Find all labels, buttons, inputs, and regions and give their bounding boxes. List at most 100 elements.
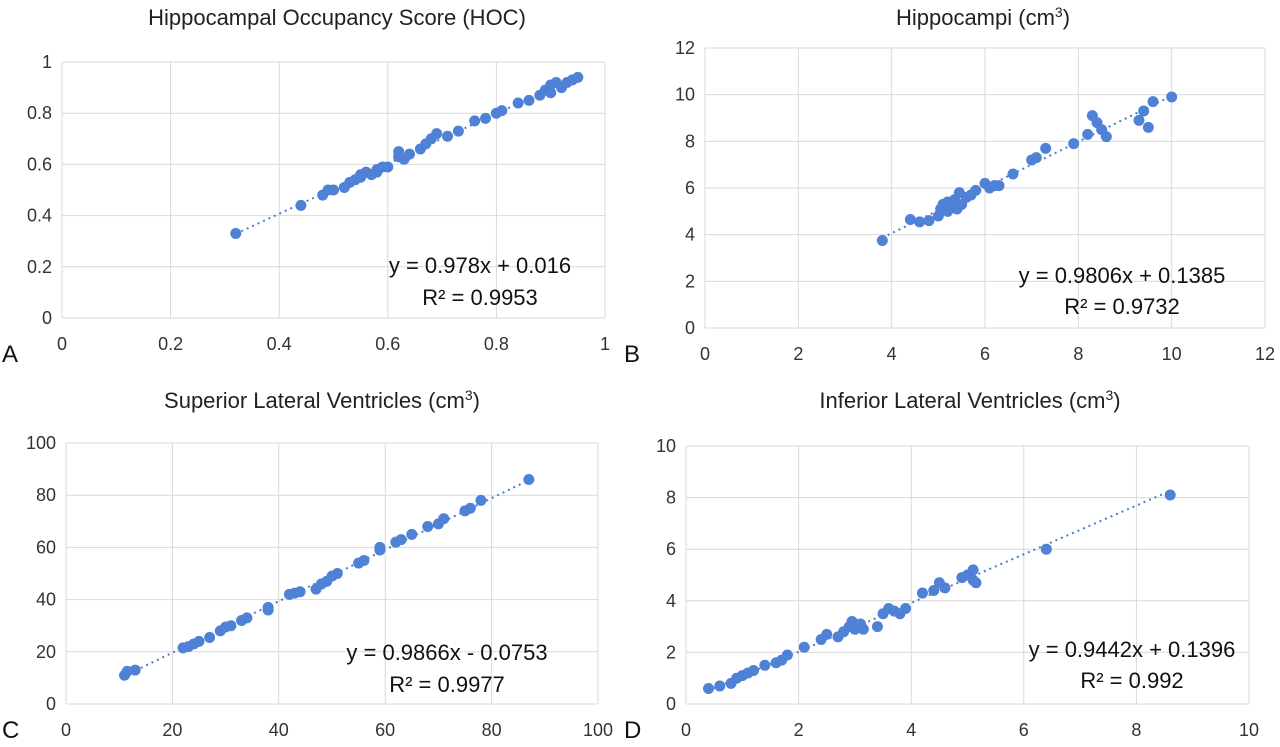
data-point (1147, 96, 1159, 108)
x-tick-label: 4 (906, 720, 916, 740)
y-tick-label: 100 (26, 433, 56, 453)
data-point (1133, 114, 1145, 126)
x-tick-label: 10 (1239, 720, 1259, 740)
r-squared: R² = 0.9977 (389, 672, 505, 697)
data-point (821, 628, 833, 640)
data-point (262, 601, 274, 613)
x-tick-label: 8 (1073, 344, 1083, 364)
y-tick-label: 0.6 (27, 154, 52, 174)
data-point (928, 584, 940, 596)
data-point (464, 502, 476, 514)
y-tick-label: 60 (36, 537, 56, 557)
panel-a: Hippocampal Occupancy Score (HOC) A 0 0.2… (2, 5, 610, 368)
y-tick-label: 4 (685, 225, 695, 245)
panel-letter: A (2, 341, 18, 368)
panel-letter: C (2, 717, 19, 744)
data-point (916, 587, 928, 599)
data-point (204, 631, 216, 643)
x-tick-label: 0 (681, 720, 691, 740)
chart-title: Inferior Lateral Ventricles (cm3) (819, 387, 1120, 413)
x-tick-label: 40 (269, 720, 289, 740)
x-tick-label: 6 (980, 344, 990, 364)
data-point (438, 513, 450, 525)
data-point (714, 680, 726, 692)
data-point (914, 216, 926, 228)
data-point (294, 586, 306, 598)
data-point (1068, 138, 1080, 150)
data-point (358, 554, 370, 566)
data-point (798, 641, 810, 653)
chart-title: Hippocampal Occupancy Score (HOC) (148, 5, 526, 30)
data-point (475, 494, 487, 506)
data-point (395, 534, 407, 546)
trend-equation: y = 0.9806x + 0.1385 (1019, 263, 1226, 288)
x-tick-label: 6 (1019, 720, 1029, 740)
data-point (406, 528, 418, 540)
x-tick-label: 0 (700, 344, 710, 364)
data-point (404, 148, 416, 160)
x-tick-label: 1 (600, 334, 610, 354)
x-tick-label: 0.4 (267, 334, 292, 354)
y-tick-label: 0 (42, 308, 52, 328)
data-point (703, 683, 715, 695)
x-tick-label: 80 (482, 720, 502, 740)
data-point (1164, 489, 1176, 501)
y-tick-label: 6 (666, 539, 676, 559)
data-point (900, 603, 912, 615)
y-tick-label: 2 (685, 271, 695, 291)
data-point (1138, 105, 1150, 117)
data-point (970, 184, 982, 196)
y-tick-label: 12 (675, 38, 695, 58)
y-tick-label: 0 (666, 694, 676, 714)
panel-c: Superior Lateral Ventricles (cm3) C 0 20 4… (2, 387, 613, 744)
data-point (225, 620, 237, 632)
trend-equation: y = 0.9866x - 0.0753 (346, 640, 547, 665)
x-tick-label: 4 (887, 344, 897, 364)
trend-equation: y = 0.9442x + 0.1396 (1029, 637, 1236, 662)
data-point (923, 215, 935, 227)
data-point (904, 214, 916, 225)
data-point (572, 71, 584, 83)
data-point (523, 474, 535, 486)
y-tick-label: 0.8 (27, 103, 52, 123)
data-point (129, 664, 141, 676)
data-point (496, 105, 508, 117)
chart-title: Hippocampi (cm3) (896, 4, 1070, 30)
data-point (993, 180, 1005, 192)
panel-letter: D (624, 717, 641, 744)
y-tick-label: 20 (36, 642, 56, 662)
data-point (512, 97, 524, 109)
panel-d: Inferior Lateral Ventricles (cm3) D 0 2 4 6… (624, 387, 1259, 744)
y-tick-label: 1 (42, 52, 52, 72)
data-point (1166, 91, 1178, 103)
y-tick-label: 8 (666, 488, 676, 508)
data-point (241, 612, 253, 624)
data-point (431, 128, 443, 140)
plot-area: 0 0.2 0.4 0.6 0.8 1 0 0.2 0.4 0.6 0.8 1 (27, 52, 610, 354)
data-point (374, 541, 386, 553)
trend-equation: y = 0.978x + 0.016 (389, 253, 571, 278)
r-squared: R² = 0.9953 (422, 285, 538, 310)
data-point (1030, 152, 1042, 164)
data-point (1100, 131, 1112, 143)
data-point (442, 130, 454, 142)
data-point (382, 161, 394, 173)
data-point (295, 199, 307, 211)
x-tick-label: 2 (793, 344, 803, 364)
data-point (422, 521, 434, 533)
data-point (230, 228, 242, 240)
y-tick-label: 0.4 (27, 206, 52, 226)
data-point (1142, 121, 1154, 133)
chart-title: Superior Lateral Ventricles (cm3) (164, 387, 480, 413)
y-tick-label: 80 (36, 485, 56, 505)
x-tick-label: 0.8 (484, 334, 509, 354)
data-point (452, 125, 464, 137)
data-point (970, 577, 982, 589)
data-point (857, 623, 869, 635)
data-point (876, 235, 888, 246)
data-point (1082, 128, 1094, 140)
x-tick-label: 12 (1255, 344, 1275, 364)
panel-b: Hippocampi (cm3) B 0 2 4 6 8 10 12 0 2 4 6 8 10 12 y … (624, 4, 1275, 368)
data-point (967, 564, 979, 576)
data-point (393, 146, 405, 158)
